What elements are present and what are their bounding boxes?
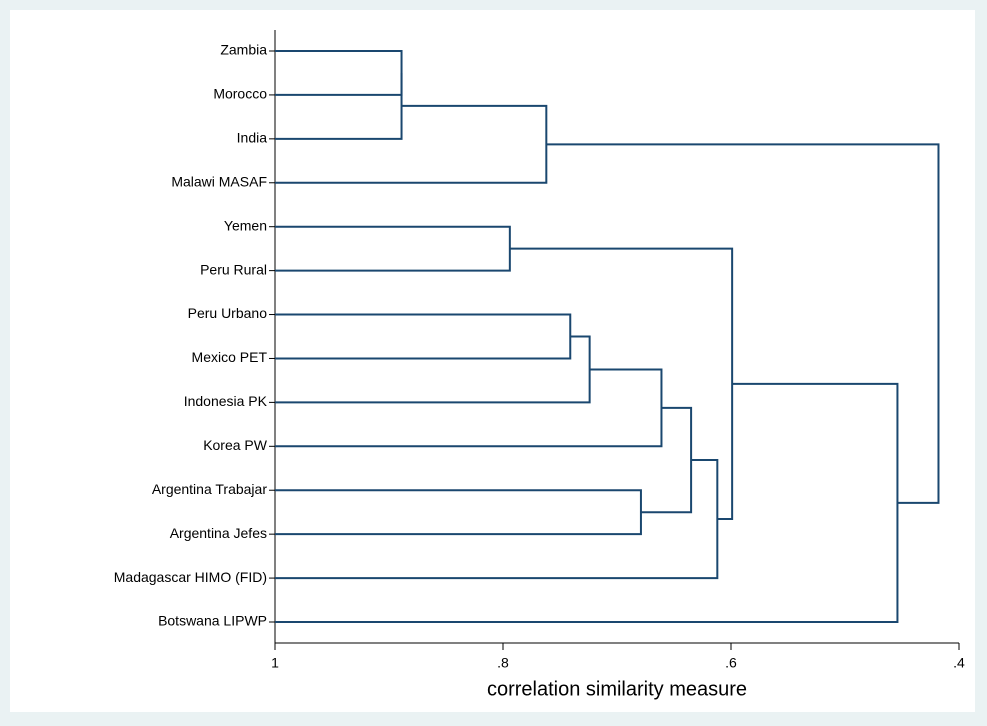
leaf-label: Mexico PET (192, 349, 268, 365)
x-tick-label: .8 (497, 655, 509, 671)
leaf-label: Indonesia PK (184, 393, 268, 409)
x-tick-label: .4 (953, 655, 965, 671)
x-axis-label: correlation similarity measure (487, 678, 747, 700)
leaf-label: Korea PW (203, 437, 268, 453)
leaf-label: Peru Urbano (188, 305, 268, 321)
leaf-label: Argentina Trabajar (152, 481, 268, 497)
leaf-label: Morocco (213, 86, 267, 102)
leaf-label: Argentina Jefes (170, 525, 267, 541)
dendrogram-link (275, 72, 403, 140)
leaf-label: Botswana LIPWP (158, 613, 267, 629)
leaf-label: India (237, 130, 268, 146)
leaf-label: Madagascar HIMO (FID) (114, 569, 267, 585)
x-tick-label: 1 (271, 655, 279, 671)
leaf-label: Peru Rural (200, 261, 267, 277)
x-tick-label: .6 (725, 655, 737, 671)
leaf-label: Yemen (224, 217, 267, 233)
plot-region (10, 10, 975, 712)
leaf-label: Zambia (220, 42, 267, 58)
leaf-label: Malawi MASAF (171, 173, 267, 189)
dendrogram-link (546, 143, 940, 504)
